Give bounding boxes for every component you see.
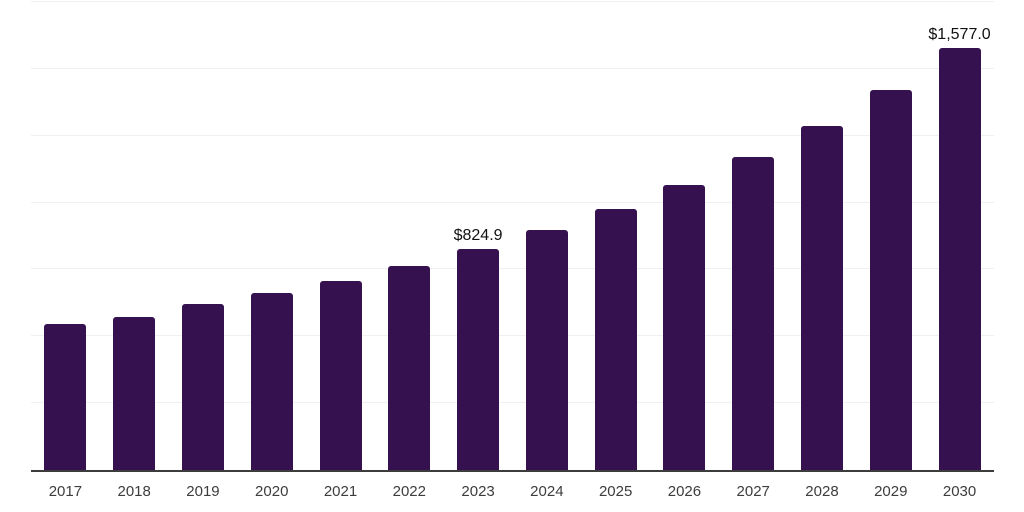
bar (388, 265, 431, 470)
x-tick-label: 2024 (530, 483, 564, 500)
bars-container: $824.9 $1,577.0 (31, 2, 994, 470)
x-tick-label: 2029 (874, 483, 908, 500)
x-tick-label: 2022 (392, 483, 426, 500)
x-tick-label: 2023 (461, 483, 495, 500)
x-tick-label: 2028 (805, 483, 839, 500)
bar (250, 292, 293, 470)
bar-slot (31, 2, 100, 470)
bar-slot (581, 2, 650, 470)
bar (800, 126, 843, 470)
x-tick-label: 2025 (598, 483, 633, 500)
bar-slot: $824.9 (444, 2, 513, 470)
bar (457, 249, 500, 470)
gridline (31, 67, 994, 69)
bar-slot (169, 2, 238, 470)
bar (319, 280, 362, 470)
bar (938, 48, 981, 470)
plot-area: $824.9 $1,577.0 (31, 1, 994, 470)
bar-value-label: $824.9 (453, 227, 503, 245)
bar-slot (237, 2, 306, 470)
gridline (31, 1, 994, 2)
bar-slot (719, 2, 788, 470)
x-tick-label: 2017 (48, 483, 83, 500)
bar-slot (100, 2, 169, 470)
gridline (31, 134, 994, 136)
x-tick-label: 2020 (255, 483, 289, 500)
gridline (31, 268, 994, 270)
x-tick-label: 2027 (736, 483, 770, 500)
x-axis-line (31, 470, 994, 472)
bar-slot (375, 2, 444, 470)
gridline (31, 402, 994, 404)
bar-slot (650, 2, 719, 470)
bar (113, 316, 156, 470)
x-tick-label: 2030 (942, 483, 977, 500)
bar-value-label: $1,577.0 (928, 26, 991, 44)
x-tick-label: 2021 (323, 483, 358, 500)
bar (594, 209, 637, 470)
bar-slot: $1,577.0 (925, 2, 994, 470)
bar (869, 89, 912, 470)
x-tick-label: 2018 (117, 483, 151, 500)
gridline (31, 335, 994, 337)
bar (44, 323, 87, 470)
x-axis-tick-labels: 2017 2018 2019 2020 2021 2022 2023 2024 2025 2026… (31, 484, 994, 500)
bar (663, 184, 706, 470)
bar-slot (788, 2, 857, 470)
bar (181, 303, 224, 470)
bar-slot (512, 2, 581, 470)
gridline (31, 201, 994, 203)
bar-slot (856, 2, 925, 470)
x-tick-label: 2026 (667, 483, 702, 500)
x-tick-label: 2019 (186, 483, 220, 500)
bar (525, 230, 568, 470)
bar-slot (306, 2, 375, 470)
bar (732, 157, 775, 470)
